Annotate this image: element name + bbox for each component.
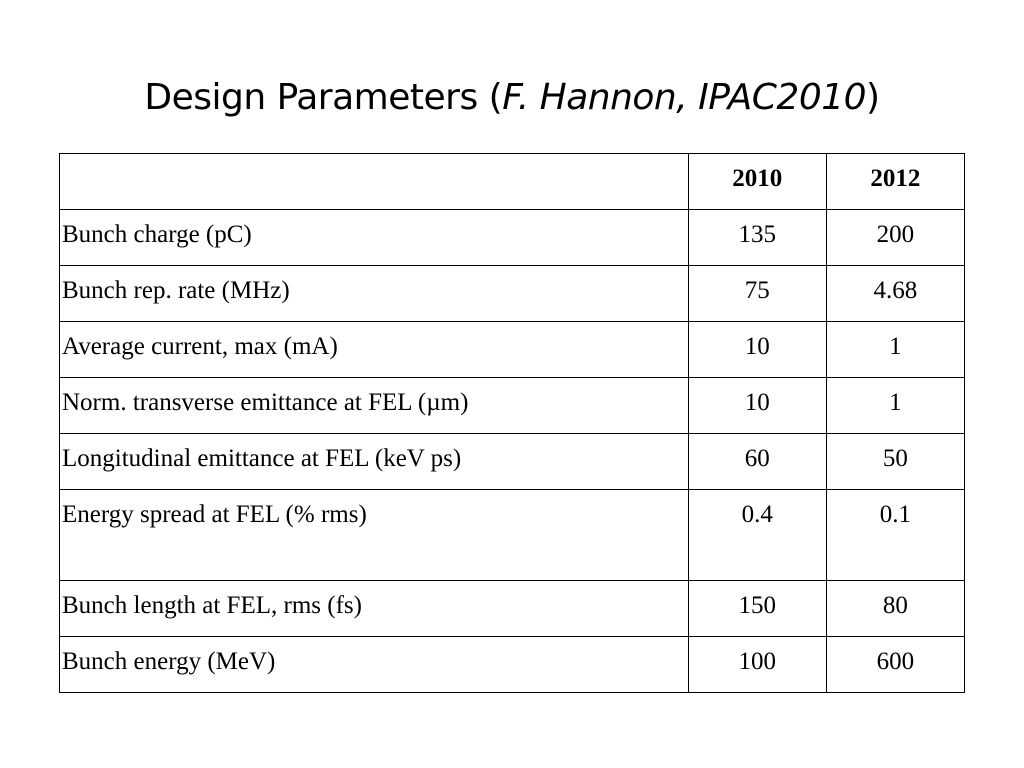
row-label: Bunch charge (pC): [59, 209, 689, 266]
value-2012-text: 1: [889, 389, 902, 416]
table-row: Bunch rep. rate (MHz) 75 4.68: [59, 265, 966, 322]
value-2012: 80: [825, 580, 966, 637]
value-2012-text: 80: [882, 592, 908, 619]
title-close: ): [866, 77, 880, 118]
value-2010: 100: [687, 636, 827, 693]
value-2010-text: 0.4: [741, 501, 773, 528]
table-row: Bunch energy (MeV) 100 600: [59, 636, 966, 693]
value-2012: 600: [825, 636, 966, 693]
row-label-text: Average current, max (mA): [62, 333, 338, 360]
row-label-text: Norm. transverse emittance at FEL (µm): [62, 389, 469, 416]
header-2012: 2012: [825, 153, 966, 210]
value-2012: 1: [825, 321, 966, 378]
table-row: Bunch length at FEL, rms (fs) 150 80: [59, 580, 966, 637]
row-label-text: Longitudinal emittance at FEL (keV ps): [62, 445, 462, 472]
value-2010: 10: [687, 377, 827, 434]
table-row: Norm. transverse emittance at FEL (µm) 1…: [59, 377, 966, 434]
header-2010-text: 2010: [732, 165, 783, 192]
header-label-cell: [59, 153, 689, 210]
value-2012-text: 600: [876, 648, 915, 675]
value-2012-text: 50: [882, 445, 908, 472]
value-2010-text: 10: [744, 333, 770, 360]
row-label: Bunch energy (MeV): [59, 636, 689, 693]
value-2012: 0.1: [825, 489, 966, 581]
value-2010: 75: [687, 265, 827, 322]
value-2012-text: 4.68: [873, 277, 918, 304]
value-2010-text: 135: [738, 221, 777, 248]
row-label-text: Bunch length at FEL, rms (fs): [62, 592, 362, 619]
header-2010: 2010: [687, 153, 827, 210]
row-label: Energy spread at FEL (% rms): [59, 489, 689, 581]
title-main: Design Parameters (: [144, 77, 503, 118]
value-2012: 200: [825, 209, 966, 266]
value-2010-text: 10: [744, 389, 770, 416]
value-2012-text: 0.1: [879, 501, 912, 528]
value-2010: 0.4: [687, 489, 827, 581]
value-2012: 4.68: [825, 265, 966, 322]
row-label-text: Energy spread at FEL (% rms): [62, 501, 367, 528]
value-2012: 1: [825, 377, 966, 434]
row-label-text: Bunch charge (pC): [62, 221, 252, 248]
value-2010: 10: [687, 321, 827, 378]
value-2012: 50: [825, 433, 966, 490]
table-row: Bunch charge (pC) 135 200: [59, 209, 966, 266]
row-label: Longitudinal emittance at FEL (keV ps): [59, 433, 689, 490]
value-2010: 150: [687, 580, 827, 637]
table-header-row: 2010 2012: [59, 153, 966, 210]
parameters-table: 2010 2012 Bunch charge (pC) 135 200 Bunc…: [59, 153, 966, 693]
table-row: Energy spread at FEL (% rms) 0.4 0.1: [59, 489, 966, 581]
row-label-text: Bunch energy (MeV): [62, 648, 276, 675]
row-label: Bunch rep. rate (MHz): [59, 265, 689, 322]
table-row: Longitudinal emittance at FEL (keV ps) 6…: [59, 433, 966, 490]
value-2010-text: 150: [738, 592, 777, 619]
value-2012-text: 200: [876, 221, 915, 248]
table-row: Average current, max (mA) 10 1: [59, 321, 966, 378]
header-2012-text: 2012: [870, 165, 921, 192]
slide-title: Design Parameters (F. Hannon, IPAC2010): [0, 68, 1024, 128]
title-citation: F. Hannon, IPAC2010: [502, 77, 867, 118]
value-2010-text: 60: [744, 445, 770, 472]
row-label: Bunch length at FEL, rms (fs): [59, 580, 689, 637]
value-2010-text: 100: [738, 648, 777, 675]
row-label: Average current, max (mA): [59, 321, 689, 378]
value-2012-text: 1: [889, 333, 902, 360]
row-label: Norm. transverse emittance at FEL (µm): [59, 377, 689, 434]
value-2010: 60: [687, 433, 827, 490]
value-2010: 135: [687, 209, 827, 266]
value-2010-text: 75: [744, 277, 770, 304]
row-label-text: Bunch rep. rate (MHz): [62, 277, 290, 304]
